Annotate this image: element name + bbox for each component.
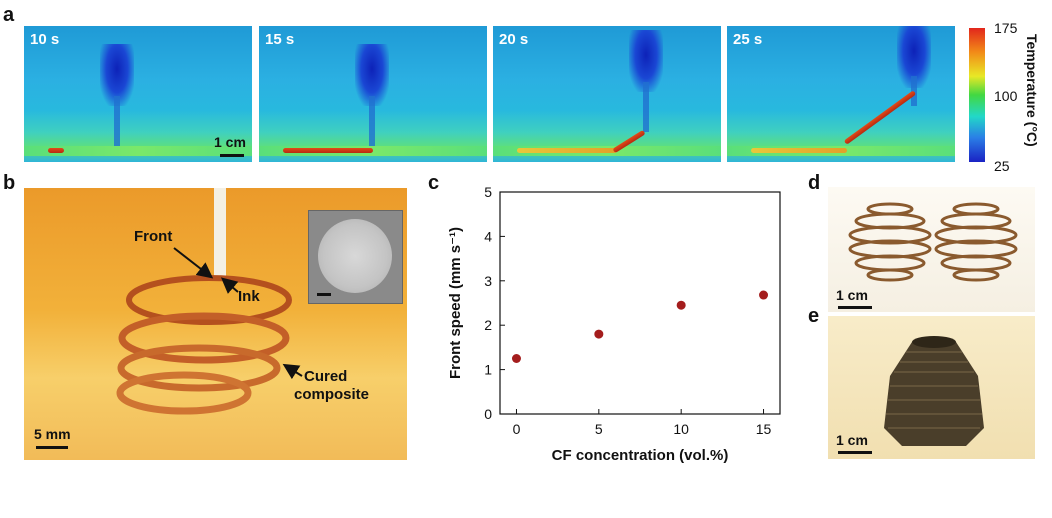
annotation-arrows [173, 247, 303, 380]
scale-bar-label: 1 cm [214, 134, 246, 150]
cage-ring [848, 225, 932, 245]
cage-ring [934, 225, 1018, 245]
colorbar-tick-min: 25 [994, 158, 1010, 174]
temperature-colorbar [969, 28, 985, 162]
nozzle-hotspot [100, 44, 134, 106]
thermal-frame-2: 15 s [259, 26, 487, 162]
inset-scale-bar [317, 293, 331, 296]
cage-ring [952, 268, 1000, 282]
plot-frame [499, 191, 781, 415]
x-tick-label: 15 [756, 421, 772, 437]
print-bed [259, 146, 487, 156]
front-label: Front [134, 228, 173, 245]
nozzle-stem [369, 96, 375, 151]
nozzle-stem [114, 96, 120, 151]
x-tick-label: 10 [673, 421, 689, 437]
cured-label-line2: composite [294, 386, 370, 403]
thermal-frame-1: 10 s 1 cm [24, 26, 252, 162]
ink-arrow [220, 277, 239, 294]
spiral-cages-photo: 1 cm [828, 187, 1035, 312]
data-point [759, 290, 769, 300]
filament [517, 148, 617, 153]
nozzle-hotspot [355, 44, 389, 106]
x-tick-label: 5 [595, 421, 603, 437]
y-tick-label: 1 [484, 362, 492, 378]
coil-loop [118, 312, 290, 364]
scale-bar-label: 5 mm [34, 426, 71, 442]
panel-letter-e: e [808, 305, 820, 327]
vase-body [884, 342, 984, 446]
frame-time-label: 10 s [30, 31, 60, 48]
colorbar-tick-mid: 100 [994, 88, 1018, 104]
colorbar-tick-max: 175 [994, 20, 1018, 36]
panel-letter-b: b [3, 172, 16, 194]
scale-bar-label: 1 cm [836, 432, 868, 448]
data-point [676, 300, 686, 310]
stacked-vase-drawing [884, 336, 984, 446]
y-tick-label: 2 [484, 317, 492, 333]
cage-ring [866, 268, 914, 282]
spiral-cages-drawing [848, 202, 1018, 282]
cured-label-line1: Cured [304, 368, 348, 385]
ink-label: Ink [238, 288, 260, 305]
data-point [511, 354, 521, 363]
thermal-frame-3: 20 s [493, 26, 721, 162]
nozzle-hotspot [629, 30, 663, 92]
data-point [594, 329, 604, 339]
coil-drawing [116, 188, 292, 415]
filament [751, 148, 847, 153]
panel-letter-d: d [808, 172, 821, 194]
nozzle-stem [643, 82, 649, 132]
y-tick-label: 4 [484, 228, 492, 244]
coil-loop [116, 371, 252, 415]
cross-section-disc [318, 219, 392, 293]
frame-time-label: 25 s [733, 31, 763, 48]
y-tick-label: 0 [484, 406, 492, 422]
x-axis-label: CF concentration (vol.%) [552, 447, 729, 464]
y-axis-label: Front speed (mm s⁻¹) [447, 227, 464, 379]
print-bed [24, 146, 252, 156]
cured-arrow [282, 363, 303, 380]
frame-time-label: 15 s [265, 31, 295, 48]
y-tick-label: 3 [484, 273, 492, 289]
scale-bar [220, 154, 244, 157]
front-arrow [173, 247, 214, 279]
y-tick-label: 5 [484, 186, 492, 200]
ink-nozzle [214, 188, 226, 276]
colorbar-label: Temperature (°C) [1024, 34, 1040, 147]
panel-letter-c: c [428, 172, 440, 194]
scale-bar [838, 451, 872, 454]
filament-rising [843, 90, 917, 145]
panel-letter-a: a [3, 4, 15, 26]
coil-loop [117, 344, 281, 392]
front-speed-chart: 0 1 2 3 4 5 0 5 10 15 CF concentration (vol.%) F… [447, 186, 781, 464]
stacked-vase-photo: 1 cm [828, 316, 1035, 459]
filament [48, 148, 64, 153]
filament [283, 148, 373, 153]
x-tick-label: 0 [513, 421, 521, 437]
vase-opening [912, 336, 956, 348]
cross-section-inset [308, 210, 403, 304]
scale-bar [838, 306, 872, 309]
frame-time-label: 20 s [499, 31, 529, 48]
thermal-frame-4: 25 s [727, 26, 955, 162]
scale-bar [36, 446, 68, 449]
scale-bar-label: 1 cm [836, 287, 868, 303]
